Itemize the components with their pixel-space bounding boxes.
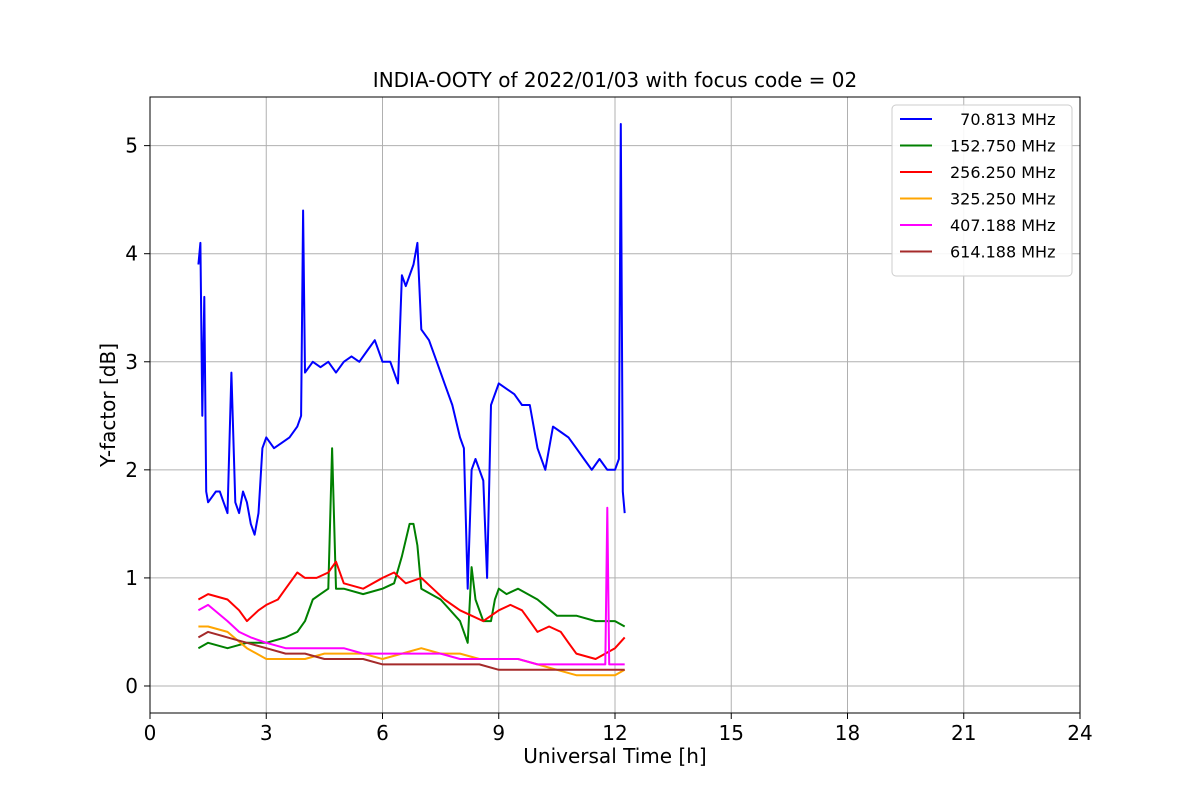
y-tick-label: 4 — [125, 242, 138, 266]
x-axis-label: Universal Time [h] — [523, 744, 706, 768]
y-axis: 0 1 2 3 4 5 — [125, 134, 150, 698]
series-layer — [197, 123, 626, 677]
y-tick-label: 2 — [125, 458, 138, 482]
series-line-6 — [197, 630, 625, 671]
legend: 70.813 MHz 152.750 MHz 256.250 MHz 325.250 … — [891, 104, 1073, 277]
legend-label: 256.250 MHz — [950, 163, 1055, 182]
legend-label: 152.750 MHz — [950, 137, 1055, 156]
x-tick-label: 15 — [719, 721, 744, 745]
y-tick-label: 0 — [125, 674, 138, 698]
legend-label: 325.250 MHz — [950, 190, 1055, 209]
y-axis-label: Y-factor [dB] — [96, 343, 120, 468]
x-tick-label: 6 — [376, 721, 389, 745]
legend-box — [891, 104, 1073, 277]
y-tick-label: 3 — [125, 350, 138, 374]
chart-title: INDIA-OOTY of 2022/01/03 with focus code… — [373, 68, 857, 92]
x-tick-label: 18 — [835, 721, 860, 745]
y-tick-label: 1 — [125, 566, 138, 590]
x-tick-label: 0 — [144, 721, 157, 745]
x-tick-label: 3 — [260, 721, 273, 745]
series-line-3 — [197, 560, 626, 660]
x-tick-label: 9 — [492, 721, 505, 745]
y-tick-label: 5 — [125, 134, 138, 158]
x-tick-label: 21 — [951, 721, 976, 745]
legend-label: 70.813 MHz — [950, 110, 1055, 129]
x-tick-label: 12 — [602, 721, 627, 745]
series-line-5 — [197, 506, 625, 666]
x-axis: 0 3 6 9 12 15 18 21 24 — [144, 713, 1093, 745]
legend-label: 614.188 MHz — [950, 243, 1055, 262]
series-line-2 — [197, 447, 626, 650]
legend-label: 407.188 MHz — [950, 216, 1055, 235]
x-tick-label: 24 — [1067, 721, 1092, 745]
series-line-1 — [197, 123, 626, 590]
